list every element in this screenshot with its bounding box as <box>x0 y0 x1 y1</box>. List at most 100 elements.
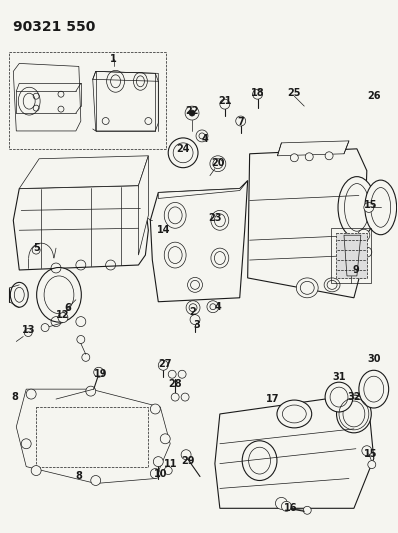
Circle shape <box>168 370 176 378</box>
Circle shape <box>189 110 195 116</box>
Ellipse shape <box>337 395 371 433</box>
Text: 15: 15 <box>364 200 378 211</box>
Circle shape <box>153 223 163 233</box>
Text: 2: 2 <box>190 306 197 317</box>
Text: 31: 31 <box>332 372 346 382</box>
Text: 3: 3 <box>194 320 200 329</box>
Bar <box>9 52 166 149</box>
Bar <box>36 407 148 466</box>
Text: 16: 16 <box>284 503 297 513</box>
Text: 10: 10 <box>154 469 167 479</box>
Bar <box>331 228 371 283</box>
Circle shape <box>190 314 200 325</box>
Text: 5: 5 <box>33 243 39 253</box>
Text: 8: 8 <box>12 392 19 402</box>
Ellipse shape <box>324 278 340 292</box>
Ellipse shape <box>359 370 389 408</box>
Ellipse shape <box>277 400 312 428</box>
Text: 11: 11 <box>164 458 177 469</box>
Polygon shape <box>150 181 248 302</box>
Text: 32: 32 <box>347 392 361 402</box>
Text: 22: 22 <box>185 106 199 116</box>
Circle shape <box>91 475 101 486</box>
Ellipse shape <box>10 282 28 307</box>
Circle shape <box>253 89 263 99</box>
Circle shape <box>181 393 189 401</box>
Circle shape <box>94 367 103 377</box>
Circle shape <box>24 328 32 336</box>
Circle shape <box>220 99 230 109</box>
Circle shape <box>181 450 191 459</box>
Ellipse shape <box>325 382 353 412</box>
Circle shape <box>150 404 160 414</box>
Ellipse shape <box>338 176 376 238</box>
Circle shape <box>275 497 287 510</box>
Polygon shape <box>19 156 148 189</box>
Text: 20: 20 <box>211 158 224 168</box>
Circle shape <box>164 466 172 474</box>
Text: 8: 8 <box>75 471 82 481</box>
Circle shape <box>186 301 200 314</box>
Text: 23: 23 <box>208 213 222 223</box>
Circle shape <box>21 439 31 449</box>
Text: 28: 28 <box>168 379 182 389</box>
Polygon shape <box>158 181 248 198</box>
Text: 6: 6 <box>64 303 71 313</box>
Ellipse shape <box>37 268 81 322</box>
Polygon shape <box>248 149 367 298</box>
Circle shape <box>153 457 163 466</box>
Text: 29: 29 <box>181 456 195 466</box>
Text: 26: 26 <box>367 91 380 101</box>
Circle shape <box>281 502 291 511</box>
Text: 30: 30 <box>367 354 380 365</box>
Polygon shape <box>13 63 81 131</box>
Text: 24: 24 <box>176 144 190 154</box>
Polygon shape <box>93 71 158 131</box>
Circle shape <box>178 370 186 378</box>
Text: 13: 13 <box>21 325 35 335</box>
Text: 1: 1 <box>110 54 117 64</box>
Text: 18: 18 <box>251 88 264 98</box>
Circle shape <box>207 301 219 313</box>
Ellipse shape <box>168 138 198 168</box>
Circle shape <box>86 386 96 396</box>
Circle shape <box>150 469 160 479</box>
Circle shape <box>362 247 372 257</box>
Circle shape <box>305 153 313 161</box>
Polygon shape <box>277 141 349 156</box>
Circle shape <box>362 446 372 456</box>
Text: 9: 9 <box>353 265 359 275</box>
Circle shape <box>41 324 49 332</box>
Circle shape <box>291 154 298 161</box>
Circle shape <box>368 461 376 469</box>
Text: 4: 4 <box>201 134 208 144</box>
Text: 7: 7 <box>237 117 244 127</box>
Ellipse shape <box>242 441 277 480</box>
Text: 15: 15 <box>364 449 378 459</box>
Circle shape <box>26 389 36 399</box>
Circle shape <box>196 130 208 142</box>
Polygon shape <box>336 233 367 278</box>
Circle shape <box>31 466 41 475</box>
Circle shape <box>160 434 170 444</box>
Circle shape <box>364 203 374 212</box>
Text: 27: 27 <box>158 359 172 369</box>
Circle shape <box>171 393 179 401</box>
Text: 12: 12 <box>56 310 70 320</box>
Text: 4: 4 <box>215 302 221 312</box>
Polygon shape <box>215 397 374 508</box>
Ellipse shape <box>297 278 318 298</box>
Text: 14: 14 <box>156 225 170 235</box>
Circle shape <box>236 116 246 126</box>
Circle shape <box>58 313 68 322</box>
Polygon shape <box>139 156 148 255</box>
Circle shape <box>213 159 223 168</box>
Polygon shape <box>16 389 170 483</box>
Text: 25: 25 <box>288 88 301 98</box>
Text: 21: 21 <box>218 96 232 106</box>
Circle shape <box>303 506 311 514</box>
Ellipse shape <box>18 87 40 115</box>
Ellipse shape <box>365 180 397 235</box>
Circle shape <box>185 106 199 120</box>
Text: 17: 17 <box>266 394 279 404</box>
